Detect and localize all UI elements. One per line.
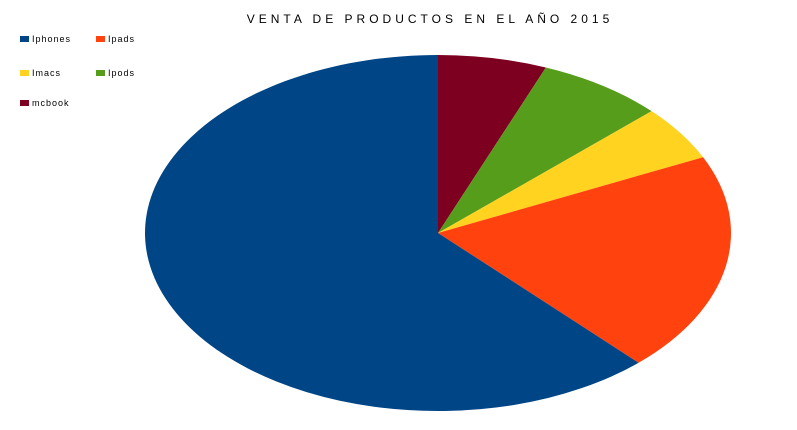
- pie-slice-mcbook: [438, 55, 546, 233]
- legend-label-imacs: Imacs: [32, 68, 62, 78]
- pie-slice-imacs: [438, 111, 704, 233]
- legend-item-imacs: Imacs: [20, 68, 61, 78]
- legend-swatch-mcbook: [20, 100, 29, 106]
- legend-label-mcbook: mcbook: [32, 98, 70, 108]
- legend-item-iphones: Iphones: [20, 34, 71, 44]
- legend-label-ipods: Ipods: [108, 68, 136, 78]
- legend-swatch-ipods: [96, 70, 105, 76]
- pie-slice-ipods: [438, 67, 652, 233]
- legend-label-ipads: Ipads: [108, 34, 136, 44]
- legend-item-mcbook: mcbook: [20, 98, 70, 108]
- legend-item-ipads: Ipads: [96, 34, 135, 44]
- legend-swatch-iphones: [20, 36, 29, 42]
- legend-swatch-imacs: [20, 70, 29, 76]
- pie-slice-ipads: [438, 157, 731, 363]
- legend-item-ipods: Ipods: [96, 68, 135, 78]
- pie-slice-iphones: [145, 55, 639, 411]
- legend: Iphones Ipads Imacs Ipods mcbook: [20, 34, 150, 114]
- chart-title: VENTA DE PRODUCTOS EN EL AÑO 2015: [246, 12, 614, 26]
- legend-label-iphones: Iphones: [32, 34, 72, 44]
- legend-swatch-ipads: [96, 36, 105, 42]
